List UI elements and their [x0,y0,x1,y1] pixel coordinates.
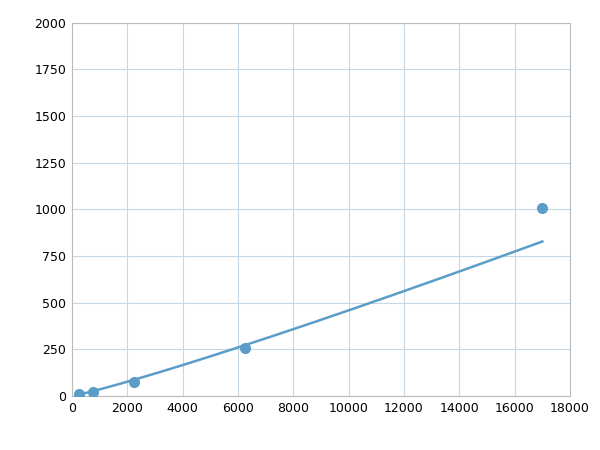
Point [240,345,250,352]
Point [538,205,547,212]
Point [130,378,139,386]
Point [74,391,84,398]
Point [88,389,98,396]
